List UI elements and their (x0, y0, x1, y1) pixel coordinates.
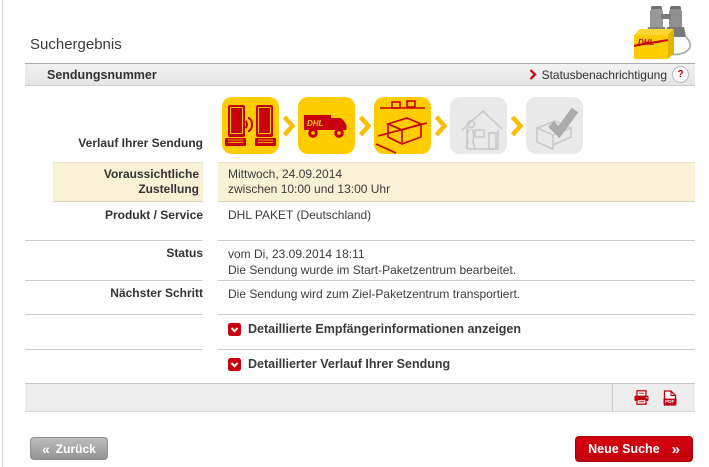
recipient-details-row: Detaillierte Empfängerinformationen anze… (25, 314, 695, 349)
next-step-row: Nächster Schritt Die Sendung wird zum Zi… (25, 280, 695, 314)
page-title: Suchergebnis (30, 36, 122, 53)
status-message: Die Sendung wurde im Start-Paketzentrum … (228, 263, 517, 277)
recipient-details-toggle[interactable]: Detaillierte Empfängerinformationen anze… (228, 322, 695, 336)
product-row: Produkt / Service DHL PAKET (Deutschland… (25, 202, 695, 230)
dhl-package-binoculars-logo: DHL (633, 6, 691, 59)
printer-icon (634, 390, 649, 405)
shipment-history-row: Detaillierter Verlauf Ihrer Sendung (25, 349, 695, 384)
back-arrows: « (42, 440, 50, 457)
shipment-data-transmitted-icon (222, 97, 279, 154)
status-value: vom Di, 23.09.2014 18:11 Die Sendung wur… (218, 240, 695, 280)
expected-delivery-value: Mittwoch, 24.09.2014 zwischen 10:00 und … (218, 162, 695, 202)
chevron-down-icon (228, 322, 241, 336)
progress-steps: DHL (218, 97, 695, 154)
progress-row: Verlauf Ihrer Sendung (25, 97, 695, 154)
logo-dhl-text: DHL (638, 38, 655, 47)
next-step-message: Die Sendung wird zum Ziel-Paketzentrum t… (218, 280, 695, 314)
toolbar-divider (612, 384, 613, 411)
section-header-bar: Sendungsnummer Statusbenachrichtigung ? (25, 63, 695, 86)
print-button[interactable] (633, 390, 650, 405)
step-arrow-icon (510, 115, 523, 137)
delivered-check-icon (526, 97, 583, 154)
status-notification-link[interactable]: Statusbenachrichtigung ? (529, 66, 695, 83)
page-left-border (2, 0, 3, 467)
status-row: Status vom Di, 23.09.2014 18:11 Die Send… (25, 240, 695, 280)
status-timestamp: vom Di, 23.09.2014 18:11 (228, 247, 365, 261)
back-button-label: Zurück (55, 441, 96, 456)
new-search-button[interactable]: Neue Suche » (575, 436, 693, 462)
export-toolbar: PDF (25, 383, 695, 412)
pdf-download-button[interactable]: PDF (663, 389, 677, 406)
out-for-delivery-icon (450, 97, 507, 154)
section-title: Sendungsnummer (47, 67, 157, 82)
status-label: Status (25, 240, 203, 280)
step-arrow-icon (434, 115, 447, 137)
pdf-icon: PDF (663, 389, 677, 406)
truck-dhl-text: DHL (307, 119, 324, 128)
new-search-arrows: » (671, 440, 680, 458)
parcel-center-icon (374, 97, 431, 154)
status-notification-label: Statusbenachrichtigung (541, 67, 667, 82)
product-label: Produkt / Service (104, 208, 203, 222)
dhl-truck-icon: DHL (298, 97, 355, 154)
shipment-details: Verlauf Ihrer Sendung (25, 88, 695, 384)
expected-delivery-label: Voraussichtliche Zustellung (53, 162, 203, 202)
next-step-label: Nächster Schritt (25, 280, 203, 314)
spacer (25, 230, 695, 240)
step-arrow-icon (358, 115, 371, 137)
step-arrow-icon (282, 115, 295, 137)
chevron-down-icon (228, 357, 241, 371)
new-search-button-label: Neue Suche (588, 442, 660, 456)
progress-label: Verlauf Ihrer Sendung (78, 136, 203, 150)
shipment-history-toggle-label: Detaillierter Verlauf Ihrer Sendung (248, 357, 451, 371)
expected-delivery-row: Voraussichtliche Zustellung Mittwoch, 24… (25, 162, 695, 202)
pdf-icon-label: PDF (665, 399, 674, 404)
delivery-time-window: zwischen 10:00 und 13:00 Uhr (228, 182, 391, 196)
shipment-history-toggle[interactable]: Detaillierter Verlauf Ihrer Sendung (228, 357, 695, 371)
product-value: DHL PAKET (Deutschland) (228, 208, 372, 222)
red-chevron-right-icon (529, 69, 537, 80)
delivery-date: Mittwoch, 24.09.2014 (228, 167, 343, 181)
back-button[interactable]: « Zurück (30, 437, 108, 460)
recipient-details-toggle-label: Detaillierte Empfängerinformationen anze… (248, 322, 521, 336)
help-icon[interactable]: ? (672, 66, 689, 83)
